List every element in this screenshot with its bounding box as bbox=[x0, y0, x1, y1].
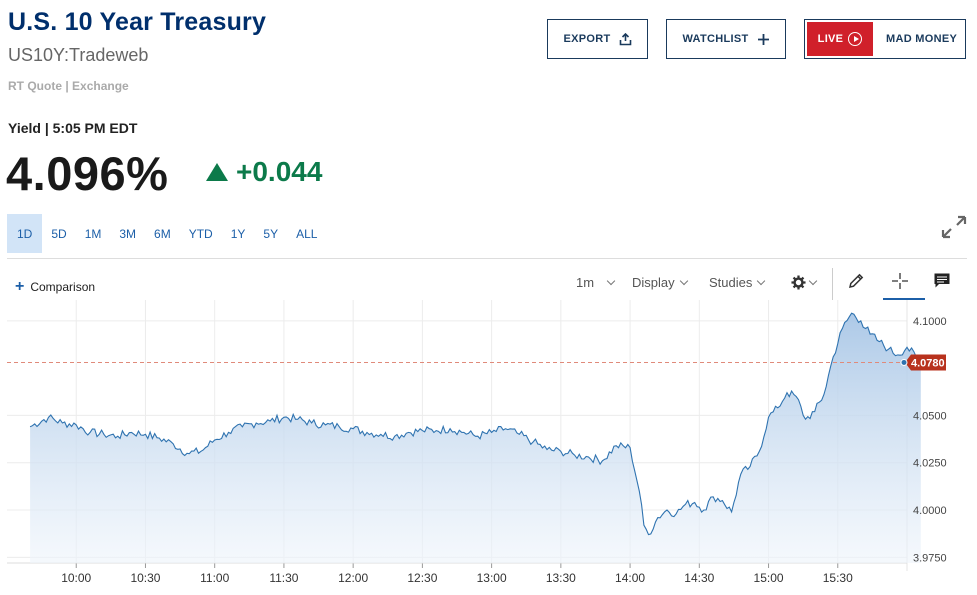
x-tick-label: 10:00 bbox=[61, 571, 91, 585]
x-tick-label: 14:30 bbox=[684, 571, 714, 585]
live-badge: LIVE bbox=[807, 22, 873, 56]
plus-icon bbox=[757, 33, 769, 45]
x-tick-label: 12:30 bbox=[407, 571, 437, 585]
comparison-label: Comparison bbox=[30, 280, 96, 294]
gear-icon bbox=[791, 275, 806, 290]
x-tick-label: 11:30 bbox=[269, 571, 298, 585]
x-tick-label: 12:00 bbox=[338, 571, 368, 585]
export-button[interactable]: EXPORT bbox=[547, 19, 648, 59]
y-tick-label: 3.9750 bbox=[913, 552, 947, 564]
watchlist-button[interactable]: WATCHLIST bbox=[666, 19, 786, 59]
display-label: Display bbox=[632, 275, 675, 290]
crosshair-active-indicator bbox=[883, 298, 925, 300]
toolbar-divider bbox=[7, 258, 967, 259]
share-icon bbox=[619, 32, 631, 45]
last-value-dot bbox=[900, 358, 908, 366]
price-change: +0.044 bbox=[206, 156, 322, 188]
crosshair-icon[interactable] bbox=[891, 272, 909, 290]
range-1m[interactable]: 1M bbox=[84, 226, 102, 241]
interval-dropdown[interactable]: 1m bbox=[576, 275, 616, 290]
x-tick-label: 15:00 bbox=[754, 571, 784, 585]
range-ytd[interactable]: YTD bbox=[188, 226, 213, 241]
y-tick-label: 4.1000 bbox=[913, 316, 947, 328]
studies-label: Studies bbox=[709, 275, 753, 290]
settings-dropdown[interactable] bbox=[791, 275, 818, 290]
page-title: U.S. 10 Year Treasury bbox=[8, 8, 267, 36]
quote-source: RT Quote | Exchange bbox=[8, 79, 129, 93]
x-tick-label: 11:00 bbox=[200, 571, 229, 585]
comment-icon[interactable] bbox=[933, 272, 951, 290]
last-value-tag bbox=[905, 354, 946, 371]
range-all[interactable]: ALL bbox=[296, 226, 318, 241]
x-tick-label: 14:00 bbox=[615, 571, 645, 585]
y-tick-label: 4.0250 bbox=[913, 458, 947, 470]
range-1y[interactable]: 1Y bbox=[230, 226, 246, 241]
display-dropdown[interactable]: Display bbox=[632, 275, 688, 290]
mad-money-live-button[interactable]: LIVE MAD MONEY bbox=[804, 19, 966, 59]
studies-dropdown[interactable]: Studies bbox=[709, 275, 766, 290]
range-6m[interactable]: 6M bbox=[154, 226, 171, 241]
range-1d[interactable]: 1D bbox=[7, 214, 43, 253]
x-tick-label: 13:30 bbox=[546, 571, 576, 585]
last-value-label: 4.0780 bbox=[911, 357, 945, 369]
watchlist-label: WATCHLIST bbox=[682, 33, 749, 45]
plus-icon: + bbox=[15, 278, 25, 295]
pencil-icon[interactable] bbox=[847, 272, 865, 290]
range-5y[interactable]: 5Y bbox=[263, 226, 279, 241]
range-5d[interactable]: 5D bbox=[51, 226, 67, 241]
range-selector: 1D 5D 1M 3M 6M YTD 1Y 5Y ALL bbox=[7, 214, 326, 253]
y-tick-label: 4.0000 bbox=[913, 505, 947, 517]
x-tick-label: 10:30 bbox=[130, 571, 160, 585]
yield-time: Yield | 5:05 PM EDT bbox=[8, 120, 138, 136]
mad-money-label: MAD MONEY bbox=[886, 33, 958, 45]
comparison-button[interactable]: + Comparison bbox=[15, 278, 95, 296]
toolbar-separator bbox=[832, 268, 833, 300]
price-value: 4.096% bbox=[6, 147, 169, 200]
expand-icon[interactable] bbox=[941, 215, 967, 239]
chart-series-line bbox=[29, 312, 922, 536]
play-icon bbox=[848, 32, 863, 46]
change-value: +0.044 bbox=[236, 156, 323, 187]
interval-label: 1m bbox=[576, 275, 595, 290]
range-3m[interactable]: 3M bbox=[119, 226, 137, 241]
live-label: LIVE bbox=[817, 33, 844, 45]
up-arrow-icon bbox=[206, 163, 228, 181]
x-tick-label: 13:00 bbox=[477, 571, 507, 585]
chart-area-fill bbox=[30, 313, 921, 563]
x-tick-label: 15:30 bbox=[823, 571, 853, 585]
export-label: EXPORT bbox=[563, 33, 611, 45]
symbol-label: US10Y:Tradeweb bbox=[8, 45, 149, 65]
y-tick-label: 4.0500 bbox=[913, 410, 947, 422]
